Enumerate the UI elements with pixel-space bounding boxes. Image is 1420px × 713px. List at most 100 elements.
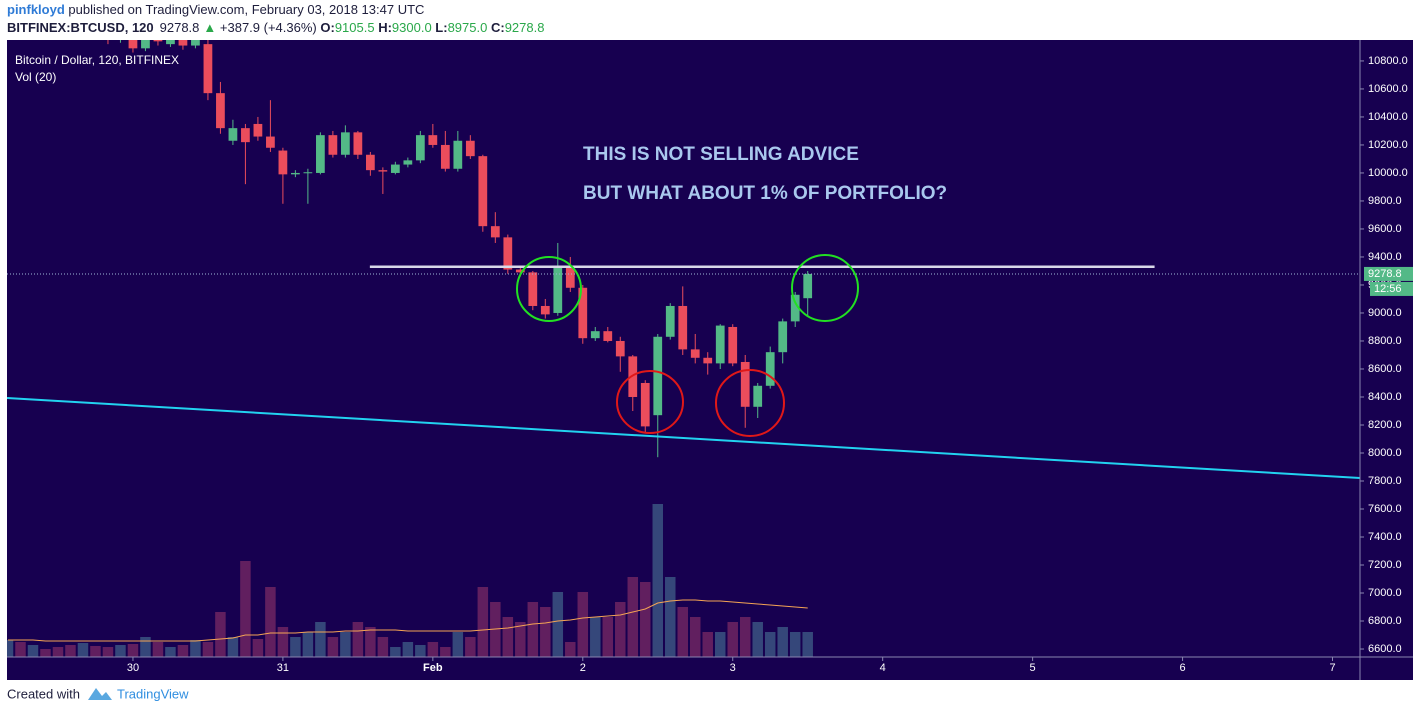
volume-bar [652,504,664,657]
volume-bar [602,617,614,657]
y-tick-label: 7600.0 [1368,503,1402,515]
volume-bar [77,643,89,657]
candle-body [428,135,438,145]
y-tick-label: 8800.0 [1368,335,1402,347]
volume-bar [365,627,376,657]
candle-body [316,135,325,173]
volume-bar [152,642,164,657]
volume-bar [115,645,126,657]
volume-bar [777,627,788,657]
x-tick-label: 31 [277,662,289,674]
candle-body [728,326,738,364]
y-tick-label: 7400.0 [1368,531,1402,543]
candle-body [353,132,363,155]
candle-body [628,356,638,397]
y-tick-label: 9800.0 [1368,195,1402,207]
volume-bar [165,647,176,657]
o-label: O: [317,20,335,35]
candle-body [515,269,525,273]
volume-bar [127,644,139,657]
footer-brand[interactable]: TradingView [117,686,189,701]
l: 8975.0 [448,20,488,35]
candle-body [203,44,213,94]
candle-body [528,272,538,306]
candle-body [778,321,788,353]
candle-body [715,325,725,364]
candle-body [578,287,588,339]
last-price-label: 9278.8 [1368,268,1402,280]
volume-bar [215,612,226,657]
y-tick-label: 9000.0 [1368,307,1402,319]
y-tick-label: 9600.0 [1368,223,1402,235]
highlight-circle [715,369,785,437]
volume-bar [177,645,189,657]
x-tick-label: 7 [1329,662,1335,674]
l-label: L: [432,20,448,35]
y-tick-label: 10600.0 [1368,83,1408,95]
candle-body [303,172,313,174]
volume-bar [427,642,439,657]
candle-body [503,237,513,270]
footer-created: Created with [7,686,80,701]
volume-bar [202,642,214,657]
volume-bar [102,647,114,657]
volume-bar [315,622,326,657]
y-tick-label: 9400.0 [1368,251,1402,263]
y-tick-label: 7200.0 [1368,559,1402,571]
candle-body [241,128,250,143]
volume-bar [440,647,451,657]
volume-bar [714,632,726,657]
h-label: H: [375,20,392,35]
volume-bar [340,632,351,657]
volume-bar [90,646,101,657]
candle-body [553,266,563,313]
candle-body [216,93,225,129]
highlight-circle [616,370,684,434]
candle-body [765,352,775,386]
x-tick-label: 6 [1180,662,1186,674]
author[interactable]: pinfkloyd [7,2,65,17]
symbol: BITFINEX:BTCUSD, 120 [7,20,154,35]
plot-area [7,40,1360,657]
candle-body [703,357,713,364]
candle-body [678,305,688,350]
candle-body [803,273,813,299]
candle-body [141,40,150,49]
x-tick-label: 2 [580,662,586,674]
candle-body [615,340,625,357]
volume-bar [640,582,651,657]
candle-body [490,226,500,238]
volume-bar [665,577,676,657]
y-tick-label: 10000.0 [1368,167,1408,179]
volume-bar [265,587,276,657]
volume-bar [415,645,426,657]
candle-body [253,123,263,137]
volume-bar [702,632,713,657]
highlight-circle [791,254,859,322]
volume-bar [502,617,514,657]
candle-body [440,144,450,169]
candle-body [453,140,463,169]
candle-body [166,40,175,45]
volume-bar [627,577,639,657]
volume-bar [240,561,251,657]
candle-body [540,305,550,315]
volume-bar [465,637,476,657]
y-tick-label: 8600.0 [1368,363,1402,375]
candle-body [403,160,413,165]
volume-bar [140,637,151,657]
candle-body [328,135,338,155]
candle-body [341,132,350,155]
h: 9300.0 [392,20,432,35]
candle-body [653,336,663,416]
candle-body [665,305,675,337]
y-tick-label: 10800.0 [1368,55,1408,67]
candle-body [753,385,763,407]
volume-bar [477,587,489,657]
y-tick-label: 8000.0 [1368,447,1402,459]
header-line1: pinfkloyd published on TradingView.com, … [7,2,424,17]
c: 9278.8 [505,20,545,35]
y-tick-label: 6800.0 [1368,615,1402,627]
candle-body [191,40,200,46]
